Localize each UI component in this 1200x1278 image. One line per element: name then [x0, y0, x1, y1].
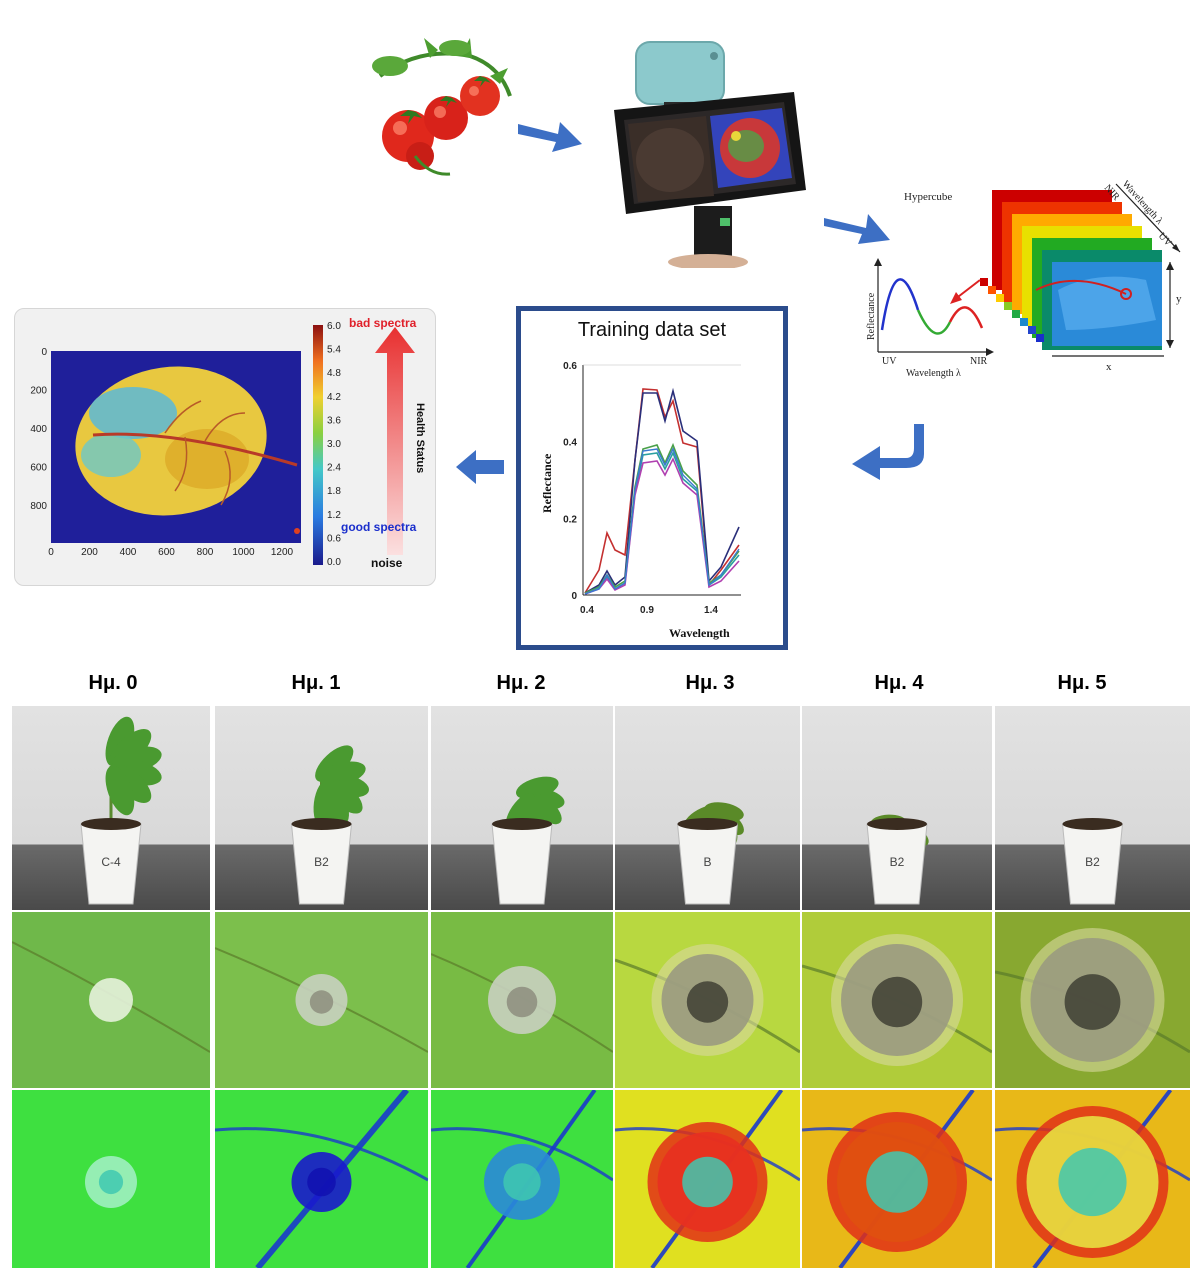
- bad-spectra-label: bad spectra: [349, 316, 417, 330]
- heatmap-x-tick: 600: [158, 547, 175, 558]
- day-label-5: Ημ. 5: [1057, 672, 1107, 694]
- training-y-tick: 0.4: [563, 438, 577, 449]
- colorbar-tick: 1.2: [327, 510, 341, 521]
- leaf-lesion-photo: [431, 912, 613, 1088]
- noise-label: noise: [371, 556, 403, 570]
- training-x-tick: 0.9: [640, 605, 654, 616]
- arrow-to-training: [852, 424, 924, 480]
- spectrum-xlabel: Wavelength λ: [906, 368, 961, 379]
- pot-label: B2: [890, 855, 905, 869]
- spectrum-nir-label: NIR: [970, 356, 988, 367]
- plant-photo: B: [615, 706, 800, 910]
- good-spectra-label: good spectra: [341, 520, 417, 534]
- leaf-lesion-photo: [802, 912, 992, 1088]
- spectrum-uv-label: UV: [882, 356, 897, 367]
- plant-photo: B2: [215, 706, 428, 910]
- day-label-1: Ημ. 1: [291, 672, 341, 694]
- arrow-to-hypercube: [824, 214, 890, 244]
- hypercube-diagram: Hypercube Wavelength λ NIR UV y x: [846, 179, 1186, 380]
- false-color-health-map: [802, 1090, 992, 1268]
- training-xlabel: Wavelength: [669, 626, 730, 640]
- heatmap-y-tick: 800: [30, 501, 47, 512]
- training-chart: 0 0.2 0.4 0.6 0.4 0.9 1.4 Reflectance Wavelen…: [540, 361, 741, 640]
- pot-label: C-4: [101, 855, 121, 869]
- health-status-label: Health Status: [414, 403, 426, 473]
- false-color-health-map: [431, 1090, 613, 1268]
- colorbar-tick: 3.0: [327, 439, 341, 450]
- heatmap-x-tick: 0: [48, 547, 54, 558]
- colorbar-tick: 0.6: [327, 533, 341, 544]
- leaf-lesion-photo: [215, 912, 428, 1088]
- training-x-tick: 0.4: [580, 605, 594, 616]
- leaf-lesion-photo: [615, 912, 800, 1088]
- training-y-tick: 0.2: [563, 514, 577, 525]
- day-label-3: Ημ. 3: [685, 672, 735, 694]
- day-label-0: Ημ. 0: [88, 672, 138, 694]
- training-x-tick: 1.4: [704, 605, 718, 616]
- training-data-panel: Training data set 0 0.2 0.4 0.6 0.4 0.9 1.4 R…: [516, 306, 788, 650]
- heatmap-x-tick: 400: [120, 547, 137, 558]
- day-label-2: Ημ. 2: [496, 672, 546, 694]
- cube-y-label: y: [1176, 293, 1182, 305]
- health-heatmap: 0 200 400 600 800 0 200 400 600 800 1000 1200 6.0 5…: [30, 316, 426, 570]
- false-color-health-map: [215, 1090, 428, 1268]
- colorbar-tick: 3.6: [327, 415, 341, 426]
- false-color-health-map: [995, 1090, 1190, 1268]
- pot-label: B: [703, 855, 711, 869]
- colorbar-tick: 6.0: [327, 321, 341, 332]
- heatmap-x-tick: 800: [197, 547, 214, 558]
- colorbar-tick: 5.4: [327, 345, 341, 356]
- hypercube-title: Hypercube: [904, 191, 952, 203]
- tomato-illustration: [360, 36, 520, 186]
- pot-label: B2: [314, 855, 329, 869]
- heatmap-x-tick: 1000: [232, 547, 255, 558]
- heatmap-x-tick: 1200: [271, 547, 294, 558]
- colorbar-tick: 2.4: [327, 463, 341, 474]
- plant-photo: B2: [802, 706, 992, 910]
- arrow-to-heatmap: [456, 450, 504, 484]
- day-label-4: Ημ. 4: [874, 672, 924, 694]
- pot-label: B2: [1085, 855, 1100, 869]
- plant-photo: B2: [995, 706, 1190, 910]
- plant-photo: C-4: [12, 706, 210, 910]
- training-y-tick: 0.6: [563, 361, 577, 372]
- heatmap-y-tick: 600: [30, 463, 47, 474]
- false-color-health-map: [12, 1090, 210, 1268]
- cube-uv-label: UV: [1156, 231, 1174, 250]
- colorbar-tick: 1.8: [327, 486, 341, 497]
- training-y-tick: 0: [571, 591, 577, 602]
- health-status-heatmap-panel: 0 200 400 600 800 0 200 400 600 800 1000 1200 6.0 5…: [14, 308, 436, 586]
- colorbar-tick: 4.8: [327, 368, 341, 379]
- colorbar-tick: 4.2: [327, 392, 341, 403]
- cube-x-label: x: [1106, 361, 1112, 373]
- heatmap-y-tick: 0: [41, 347, 47, 358]
- heatmap-y-tick: 400: [30, 424, 47, 435]
- colorbar-tick: 0.0: [327, 557, 341, 568]
- training-title: Training data set: [577, 319, 727, 341]
- spectrum-ylabel: Reflectance: [866, 292, 877, 340]
- plant-photo: [431, 706, 613, 910]
- hyperspectral-camera-device: [608, 36, 808, 270]
- false-color-health-map: [615, 1090, 800, 1268]
- leaf-lesion-photo: [12, 912, 210, 1088]
- arrow-to-camera: [518, 122, 582, 152]
- heatmap-y-tick: 200: [30, 386, 47, 397]
- leaf-lesion-photo: [995, 912, 1190, 1088]
- training-ylabel: Reflectance: [540, 453, 554, 513]
- heatmap-x-tick: 200: [81, 547, 98, 558]
